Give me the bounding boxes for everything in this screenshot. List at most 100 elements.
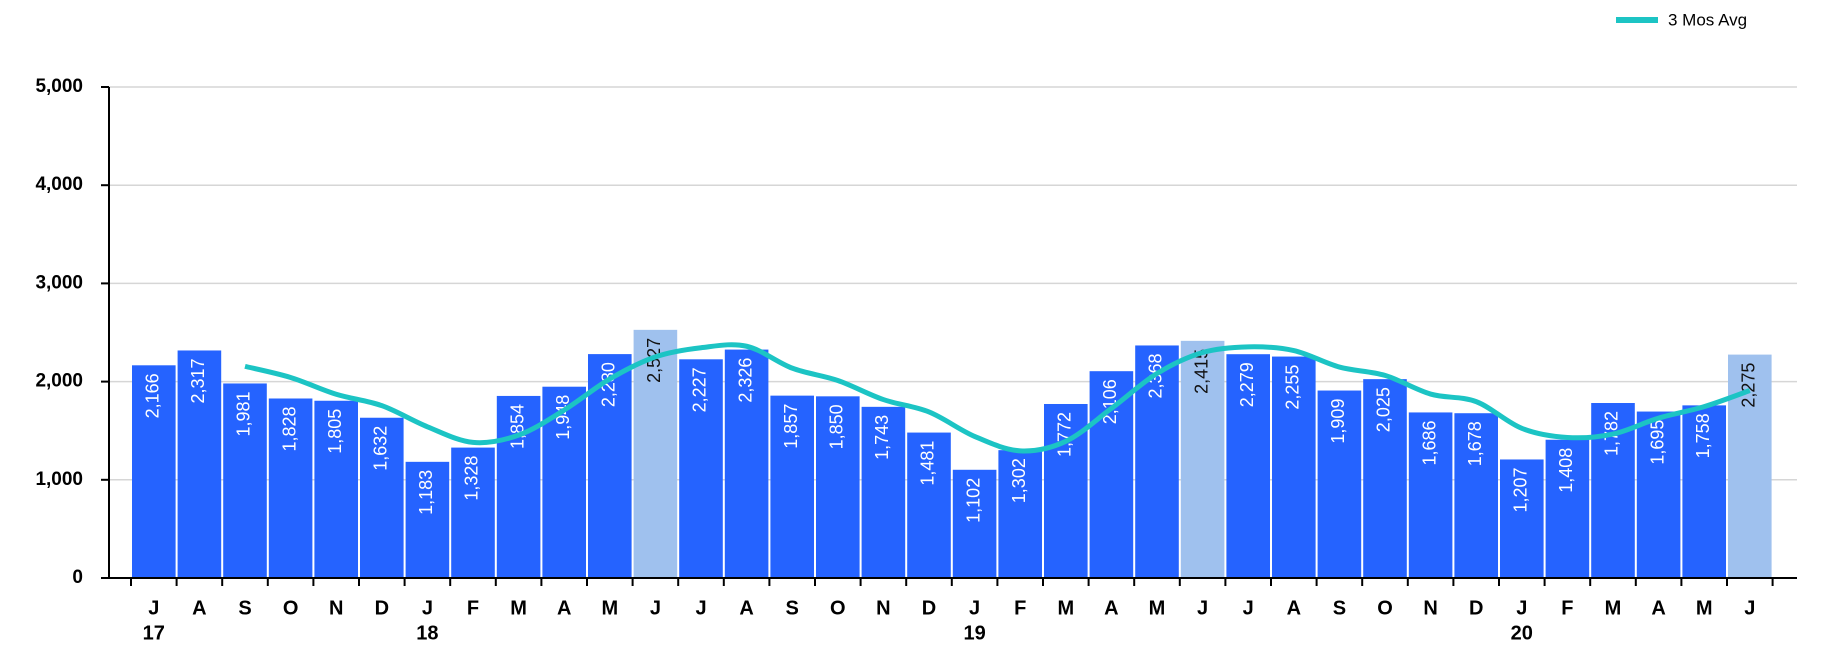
value-label: 1,481 [918, 441, 938, 486]
bar [816, 396, 860, 578]
x-tick-label: J [969, 597, 980, 619]
x-tick-label: A [1651, 597, 1665, 619]
value-label: 1,695 [1647, 420, 1667, 465]
x-tick-label: J [1243, 597, 1254, 619]
bar [1363, 379, 1407, 578]
bar [132, 365, 176, 578]
value-label: 1,805 [325, 409, 345, 454]
year-label: 19 [963, 622, 985, 644]
x-tick-label: F [467, 597, 479, 619]
year-label: 18 [416, 622, 438, 644]
y-tick-label: 2,000 [35, 371, 83, 392]
x-tick-label: J [1516, 597, 1527, 619]
x-tick-label: M [510, 597, 527, 619]
x-tick-label: S [238, 597, 251, 619]
bar [1454, 413, 1498, 578]
value-label: 1,909 [1328, 399, 1348, 444]
x-tick-label: M [1149, 597, 1166, 619]
x-tick-label: A [557, 597, 571, 619]
bar [314, 400, 358, 578]
bar [952, 469, 997, 578]
x-tick-label: M [1696, 597, 1713, 619]
value-label: 1,328 [462, 456, 482, 501]
year-label: 20 [1511, 622, 1533, 644]
x-tick-label: M [1057, 597, 1074, 619]
x-tick-label: D [375, 597, 389, 619]
value-label: 1,850 [827, 404, 847, 449]
y-tick-label: 0 [72, 567, 83, 588]
bar [360, 417, 404, 578]
bar [1180, 340, 1225, 578]
value-label: 2,279 [1237, 362, 1257, 407]
bar [724, 349, 769, 578]
value-label: 1,183 [416, 470, 436, 515]
value-label: 1,854 [507, 404, 527, 449]
year-label: 17 [143, 622, 165, 644]
legend-label: 3 Mos Avg [1668, 10, 1747, 29]
bar [861, 406, 906, 578]
bar [1500, 459, 1544, 578]
x-tick-label: O [1377, 597, 1393, 619]
x-tick-label: N [876, 597, 890, 619]
x-tick-label: A [739, 597, 753, 619]
value-label: 2,527 [644, 338, 664, 383]
x-tick-label: A [1104, 597, 1118, 619]
bar [679, 359, 723, 578]
value-label: 2,280 [599, 362, 619, 407]
bar [223, 383, 267, 578]
x-tick-label: J [422, 597, 433, 619]
value-label: 1,632 [371, 426, 391, 471]
value-label: 1,102 [963, 478, 983, 523]
bar [451, 447, 495, 578]
x-tick-label: N [329, 597, 343, 619]
value-label: 1,686 [1419, 420, 1439, 465]
x-tick-label: J [1197, 597, 1208, 619]
bar [268, 398, 313, 578]
x-tick-label: J [1744, 597, 1755, 619]
bar [1408, 412, 1453, 578]
x-tick-label: F [1561, 597, 1573, 619]
bar [1636, 411, 1681, 578]
value-label: 2,227 [690, 367, 710, 412]
value-label: 1,828 [279, 406, 299, 451]
value-label: 2,326 [735, 358, 755, 403]
value-label: 2,275 [1739, 363, 1759, 408]
value-label: 1,981 [234, 391, 254, 436]
x-tick-label: S [1333, 597, 1346, 619]
value-label: 2,025 [1374, 387, 1394, 432]
value-label: 1,207 [1511, 467, 1531, 512]
y-tick-label: 4,000 [35, 174, 83, 195]
y-tick-label: 5,000 [35, 76, 83, 97]
value-label: 1,743 [872, 415, 892, 460]
bar [1545, 439, 1590, 578]
x-tick-label: O [283, 597, 299, 619]
value-label: 1,772 [1055, 412, 1075, 457]
bar [1682, 405, 1726, 578]
x-tick-label: A [192, 597, 206, 619]
bar [998, 450, 1042, 578]
value-label: 1,302 [1009, 458, 1029, 503]
value-label: 1,408 [1556, 448, 1576, 493]
bar [907, 432, 951, 578]
x-tick-label: D [922, 597, 936, 619]
x-tick-label: F [1014, 597, 1026, 619]
x-tick-label: S [786, 597, 799, 619]
value-label: 2,415 [1191, 349, 1211, 394]
value-label: 1,678 [1465, 421, 1485, 466]
bar [177, 350, 222, 578]
x-tick-label: M [1605, 597, 1622, 619]
bar [405, 461, 450, 578]
x-tick-label: J [148, 597, 159, 619]
x-tick-label: O [830, 597, 846, 619]
value-label: 2,317 [188, 358, 208, 403]
x-tick-label: A [1287, 597, 1301, 619]
value-label: 2,255 [1283, 365, 1303, 410]
bar [1317, 390, 1362, 578]
x-tick-label: J [695, 597, 706, 619]
value-label: 1,758 [1693, 413, 1713, 458]
bar [633, 329, 678, 578]
x-tick-label: M [601, 597, 618, 619]
x-tick-label: J [650, 597, 661, 619]
avg-line [244, 342, 1751, 454]
